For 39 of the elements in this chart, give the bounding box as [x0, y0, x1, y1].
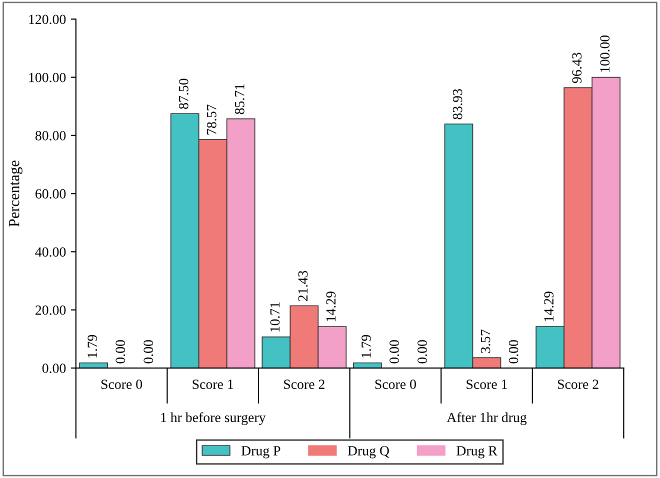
- y-tick-label: 0.00: [42, 364, 66, 374]
- data-label: 21.43: [298, 270, 308, 301]
- y-tick-label: 20.00: [36, 305, 66, 315]
- data-label: 85.71: [234, 84, 244, 114]
- data-label: 1.79: [362, 334, 371, 358]
- x-tick-label: Score 0: [101, 380, 142, 389]
- y-tick-label: 40.00: [35, 247, 66, 257]
- data-label: 87.50: [178, 78, 188, 109]
- data-label: 96.43: [572, 52, 582, 84]
- data-label: 0.00: [116, 340, 126, 364]
- data-label: 78.57: [206, 104, 216, 135]
- legend-label: Drug P: [241, 446, 280, 458]
- data-label: 0.00: [418, 340, 427, 364]
- data-label: 0.00: [390, 340, 399, 364]
- y-tick-label: 100.00: [29, 72, 66, 82]
- x-tick-label: Score 0: [375, 380, 416, 389]
- data-label: 14.29: [544, 292, 554, 322]
- bar: [79, 362, 108, 368]
- legend-label: Drug Q: [348, 446, 390, 458]
- data-label: 0.00: [144, 340, 154, 364]
- legend-label: Drug R: [456, 446, 498, 458]
- x-tick-label: Score 1: [466, 380, 507, 389]
- data-label: 1.79: [88, 334, 98, 358]
- text: 1 hr before surgery: [161, 412, 266, 426]
- text: After 1hr drug: [446, 412, 527, 426]
- y-tick-label: 80.00: [35, 131, 66, 140]
- data-label: 83.93: [452, 89, 462, 120]
- x-tick-label: Score 2: [284, 380, 324, 389]
- data-label: 100.00: [600, 35, 610, 72]
- x-tick-label: Score 1: [192, 380, 234, 389]
- data-label: 0.00: [508, 340, 518, 364]
- y-tick-label: 60.00: [36, 189, 66, 199]
- y-axis-title: Percentage: [9, 160, 22, 227]
- x-tick-label: Score 2: [558, 380, 598, 389]
- y-tick-label: 120.00: [29, 14, 66, 24]
- data-label: 14.29: [326, 292, 336, 322]
- data-label: 10.71: [270, 302, 280, 332]
- data-label: 3.57: [480, 330, 490, 353]
- bar: [353, 362, 382, 368]
